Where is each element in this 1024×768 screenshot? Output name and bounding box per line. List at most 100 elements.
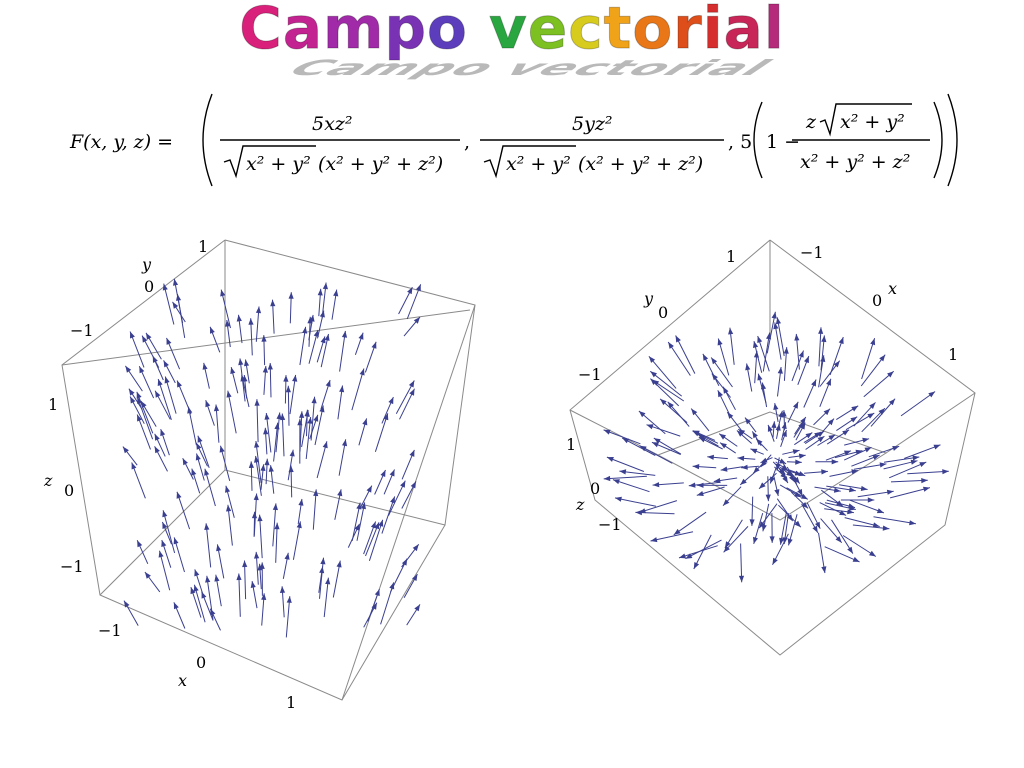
- vector-arrow-head: [284, 552, 290, 560]
- vector-arrow-head: [220, 289, 226, 297]
- vector-arrow-head: [139, 366, 145, 374]
- vector-arrow-head: [783, 347, 789, 354]
- vector-arrow-head: [262, 366, 268, 373]
- vector-arrow-shaft: [368, 519, 384, 561]
- vector-arrow-shaft: [667, 341, 691, 376]
- vector-arrow-head: [639, 445, 647, 452]
- vector-arrow-head: [130, 331, 135, 339]
- vector-arrow-head: [757, 336, 763, 343]
- vector-arrow-shaft: [648, 355, 677, 389]
- vector-arrow-head: [366, 485, 372, 493]
- vector-arrow-shaft: [256, 399, 259, 443]
- vector-arrow-head: [753, 341, 759, 348]
- vector-arrow-head: [250, 581, 256, 588]
- slide-title: Campo vectorial Campo vectorial: [0, 0, 1024, 80]
- vector-arrow-head: [692, 431, 700, 437]
- vector-arrow-head: [653, 438, 661, 444]
- vector-arrow-shaft: [238, 573, 241, 617]
- vector-arrow-shaft: [818, 532, 826, 574]
- vector-arrow-head: [923, 486, 930, 492]
- x-tick-0: 0: [196, 653, 206, 672]
- vector-arrow-head: [821, 335, 827, 343]
- vector-arrow-head: [322, 282, 328, 290]
- z-tick-neg1: −1: [60, 557, 84, 576]
- vector-arrow-shaft: [907, 470, 949, 475]
- vector-arrow-head: [852, 556, 860, 562]
- vector-arrow-head: [787, 538, 793, 546]
- vector-arrow-head: [697, 434, 705, 440]
- formula-c3-num-sqrt: x² + y²: [840, 111, 905, 133]
- vector-arrow-shaft: [829, 336, 844, 376]
- vector-arrow-head: [791, 476, 797, 484]
- vector-arrow-head: [782, 476, 788, 483]
- title-text: Campo vectorial: [0, 0, 1024, 63]
- vector-arrow-head: [741, 464, 748, 470]
- vector-arrow-head: [210, 326, 215, 334]
- title-letter: e: [527, 0, 569, 63]
- title-letter: l: [763, 0, 785, 63]
- vector-arrow-head: [831, 459, 839, 465]
- vector-arrow-head: [253, 493, 259, 501]
- vector-arrow-shaft: [900, 391, 936, 417]
- vector-arrow-head: [827, 418, 834, 426]
- vector-arrow-head: [359, 368, 365, 376]
- vector-arrow-head: [124, 600, 130, 608]
- vector-arrow-head: [319, 566, 325, 574]
- title-letter: C: [239, 0, 283, 63]
- vector-arrow-shaft: [374, 413, 389, 452]
- vector-arrow-shaft: [281, 413, 285, 457]
- vector-arrow-shaft: [259, 514, 263, 559]
- vector-arrow-shaft: [239, 358, 246, 402]
- vector-arrow-head: [158, 550, 164, 558]
- vector-arrow-head: [162, 522, 168, 529]
- x-tick-neg1: −1: [800, 243, 824, 262]
- vector-arrow-head: [205, 400, 211, 408]
- vector-arrow-head: [154, 433, 160, 441]
- vector-arrow-head: [236, 314, 242, 322]
- vector-arrow-head: [797, 488, 803, 496]
- vector-arrow-head: [137, 540, 143, 548]
- y-tick-1: 1: [726, 247, 736, 266]
- formula-c2-numerator: 5yz²: [572, 113, 612, 135]
- vector-arrow-head: [195, 453, 201, 461]
- vector-arrow-head: [719, 433, 726, 440]
- vector-arrow-head: [161, 540, 167, 547]
- vector-arrow-head: [851, 469, 859, 475]
- title-letter: r: [673, 0, 703, 63]
- vector-arrow-head: [876, 508, 884, 514]
- vector-arrow-shaft: [323, 577, 329, 618]
- bounding-box: [569, 239, 976, 656]
- vector-arrow-shaft: [273, 422, 279, 462]
- x-axis-label: x: [888, 279, 897, 298]
- vector-arrow-head: [869, 402, 876, 409]
- vector-arrow-head: [374, 589, 380, 597]
- vector-arrow-head: [702, 353, 709, 361]
- vector-arrow-head: [717, 390, 723, 398]
- vector-arrow-head: [270, 299, 276, 307]
- vector-arrow-head: [374, 522, 379, 530]
- vector-arrow-head: [325, 380, 331, 387]
- vector-arrow-head: [213, 404, 220, 412]
- vector-arrow-head: [251, 511, 258, 519]
- vector-arrow-head: [257, 563, 263, 571]
- vector-arrow-head: [288, 292, 294, 299]
- vector-arrow-head: [817, 436, 825, 443]
- vector-arrow-head: [378, 519, 384, 527]
- vector-arrow-shaft: [319, 557, 324, 599]
- vector-arrow-head: [413, 317, 420, 324]
- vector-arrow-head: [862, 437, 870, 443]
- z-tick-0: 0: [590, 479, 600, 498]
- title-letter: a: [282, 0, 323, 63]
- vector-arrow-shaft: [206, 575, 214, 620]
- vector-arrow-head: [304, 409, 310, 417]
- vector-arrow-head: [794, 333, 800, 341]
- vector-arrow-shaft: [339, 330, 346, 372]
- vector-arrow-head: [793, 476, 800, 484]
- vector-arrow-head: [615, 496, 622, 502]
- vector-arrow-shaft: [650, 531, 694, 542]
- vector-arrow-head: [131, 462, 137, 470]
- vector-arrow-shaft: [614, 497, 657, 507]
- vector-arrow-head: [842, 429, 850, 436]
- vector-arrow-head: [254, 455, 260, 463]
- vector-arrow-head: [276, 412, 282, 420]
